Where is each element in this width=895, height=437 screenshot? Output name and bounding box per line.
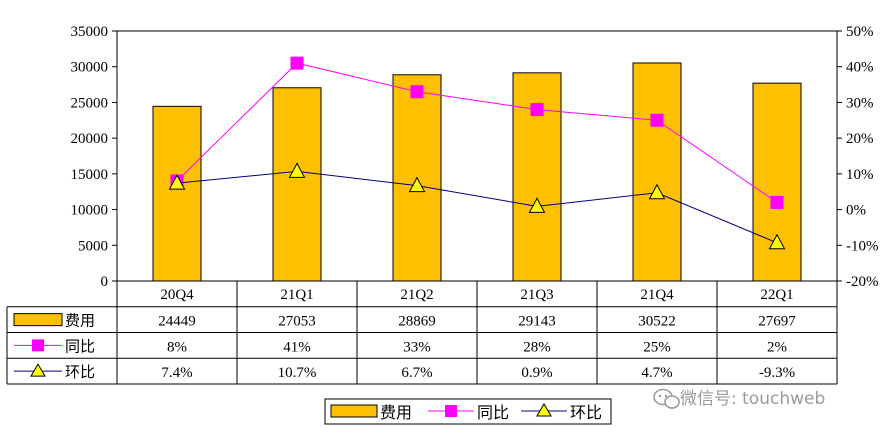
data-table: 20Q4 21Q1 21Q2 21Q3 21Q4 22Q1 费用 24449 27053 2886… bbox=[6, 280, 838, 385]
bar bbox=[152, 105, 202, 282]
table-row-label: 费用 bbox=[65, 313, 95, 330]
table-cell: 8% bbox=[167, 339, 187, 355]
category-label: 20Q4 bbox=[160, 287, 194, 303]
series-line-1 bbox=[176, 62, 778, 203]
bar bbox=[632, 62, 682, 282]
table-cell: 30522 bbox=[638, 314, 676, 330]
table-cell: 27053 bbox=[278, 314, 316, 330]
table-row-label: 同比 bbox=[65, 338, 95, 355]
plot-area bbox=[116, 30, 838, 282]
bar bbox=[752, 82, 802, 282]
table-cell: 7.4% bbox=[161, 365, 192, 381]
legend-label: 同比 bbox=[477, 404, 509, 422]
wechat-icon bbox=[653, 388, 680, 409]
line-point bbox=[168, 174, 186, 190]
right-tick-label: 50% bbox=[846, 24, 874, 40]
plot-frame bbox=[116, 30, 838, 282]
legend-key-marker bbox=[445, 405, 457, 417]
table-cell: 6.7% bbox=[401, 365, 432, 381]
table-cell: 25% bbox=[643, 339, 671, 355]
line-point bbox=[650, 113, 664, 127]
table-key-bar bbox=[13, 313, 63, 327]
table-cell: 0.9% bbox=[521, 365, 552, 381]
line-point bbox=[290, 56, 304, 70]
category-label: 21Q2 bbox=[400, 287, 433, 303]
table-cell: 27697 bbox=[758, 314, 796, 330]
table-cell: -9.3% bbox=[759, 365, 795, 381]
category-label: 21Q1 bbox=[280, 287, 313, 303]
legend-label: 费用 bbox=[380, 404, 412, 422]
right-tick-label: 10% bbox=[846, 167, 874, 183]
right-tick-label: -20% bbox=[846, 274, 879, 290]
table-cell: 41% bbox=[283, 339, 311, 355]
category-label: 21Q4 bbox=[640, 287, 674, 303]
table-cell: 29143 bbox=[518, 314, 556, 330]
left-tick-label: 0 bbox=[101, 274, 109, 290]
left-tick-label: 35000 bbox=[71, 24, 109, 40]
right-tick-label: 0% bbox=[846, 203, 866, 219]
line-point bbox=[288, 162, 306, 178]
legend: 费用 同比 环比 bbox=[324, 398, 612, 425]
line-point bbox=[768, 233, 786, 250]
watermark: 微信号: touchweb bbox=[653, 388, 825, 409]
left-tick-label: 25000 bbox=[71, 95, 109, 111]
line-point bbox=[408, 176, 426, 193]
line-series bbox=[168, 56, 786, 250]
table-cell: 24449 bbox=[158, 314, 196, 330]
table-cell: 10.7% bbox=[278, 365, 317, 381]
line-point bbox=[648, 183, 666, 200]
category-label: 22Q1 bbox=[760, 287, 793, 303]
legend-key-bar bbox=[330, 404, 378, 418]
table-key-marker bbox=[32, 339, 44, 352]
legend-key-marker bbox=[536, 403, 552, 417]
table-cell: 28869 bbox=[398, 314, 436, 330]
right-tick-label: 30% bbox=[846, 95, 874, 111]
line-point bbox=[410, 85, 424, 99]
left-tick-label: 15000 bbox=[71, 167, 109, 183]
left-tick-label: 20000 bbox=[71, 131, 109, 147]
right-tick-label: 20% bbox=[846, 131, 874, 147]
axes: 0 5000 10000 15000 20000 25000 30000 35000 -20% -… bbox=[71, 24, 879, 290]
table-cell: 33% bbox=[403, 339, 431, 355]
category-label: 21Q3 bbox=[520, 287, 553, 303]
left-tick-label: 30000 bbox=[71, 60, 109, 76]
right-tick-label: -10% bbox=[846, 238, 879, 254]
line-point bbox=[770, 195, 784, 209]
series-line-2 bbox=[176, 170, 778, 244]
watermark-text: 微信号: touchweb bbox=[680, 389, 825, 409]
table-cell: 2% bbox=[767, 339, 787, 355]
right-tick-label: 40% bbox=[846, 60, 874, 76]
table-cell: 4.7% bbox=[641, 365, 672, 381]
left-tick-label: 10000 bbox=[71, 203, 109, 219]
table-cell: 28% bbox=[523, 339, 551, 355]
line-point bbox=[530, 103, 544, 117]
line-point bbox=[528, 197, 546, 213]
bar bbox=[272, 87, 322, 282]
table-key-marker bbox=[30, 363, 46, 377]
legend-label: 环比 bbox=[570, 404, 602, 422]
left-tick-label: 5000 bbox=[78, 238, 108, 254]
table-row-label: 环比 bbox=[65, 364, 95, 381]
